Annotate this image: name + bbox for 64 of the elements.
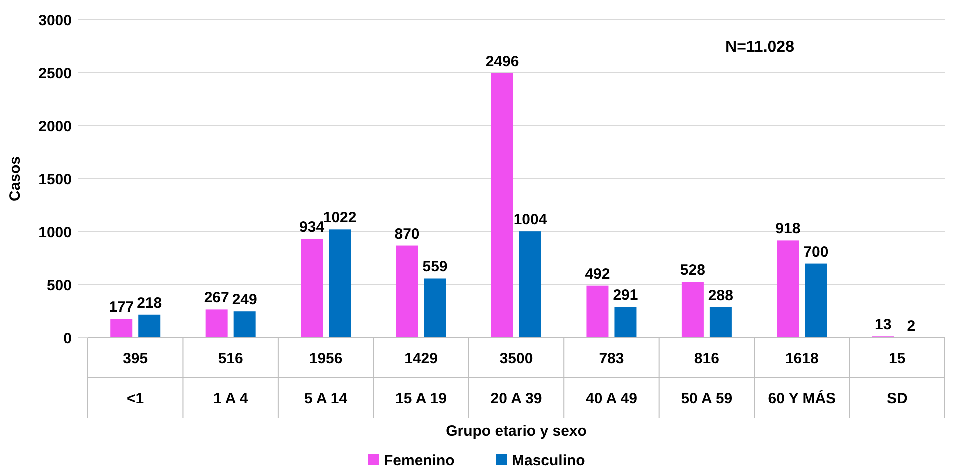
data-label: 2496: [486, 53, 520, 70]
data-label: 492: [585, 266, 610, 283]
data-label: 13: [875, 316, 892, 334]
x-tick-label: 60 Y MÁS: [768, 389, 836, 408]
total-label: 516: [218, 350, 244, 368]
x-tick-label: SD: [886, 390, 908, 408]
bar: [520, 232, 542, 338]
y-tick-label: 2000: [38, 118, 72, 136]
data-label: 1004: [514, 212, 548, 229]
bar: [206, 310, 228, 338]
y-tick-label: 1500: [38, 171, 72, 188]
bar: [682, 282, 704, 338]
x-tick-label: 15 A 19: [396, 390, 447, 408]
bar: [492, 73, 514, 338]
data-label: 918: [776, 220, 801, 238]
total-label: 1956: [309, 350, 343, 368]
x-tick-label: 20 A 39: [490, 390, 542, 408]
total-label: 15: [889, 350, 906, 368]
data-label: 288: [708, 287, 734, 304]
x-tick-label: 1 A 4: [213, 390, 249, 408]
y-tick-label: 2500: [38, 65, 72, 82]
data-label: 2: [907, 318, 916, 335]
data-label: 218: [137, 294, 162, 312]
data-label: 559: [422, 258, 448, 276]
total-label: 1429: [404, 350, 438, 368]
total-label: 3500: [500, 350, 534, 368]
total-label: 816: [694, 350, 720, 368]
bar: [329, 230, 352, 338]
y-tick-label: 500: [46, 277, 72, 294]
data-label: 528: [680, 262, 706, 280]
data-label: 1022: [323, 210, 357, 227]
total-label: 1618: [785, 350, 819, 368]
x-tick-label: 50 A 59: [681, 390, 733, 408]
annotation: N=11.028: [726, 39, 795, 56]
data-label: 934: [300, 218, 326, 236]
x-tick-label: 40 A 49: [586, 390, 638, 408]
x-tick-label: 5 A 14: [304, 390, 348, 408]
bar: [777, 240, 800, 338]
bar: [424, 278, 446, 338]
legend-label: Femenino: [384, 452, 455, 467]
bar: [234, 312, 256, 338]
bar: [586, 286, 609, 338]
total-label: 395: [123, 350, 148, 368]
bar: [396, 246, 418, 338]
data-label: 267: [204, 290, 230, 307]
total-label: 783: [599, 350, 624, 368]
data-label: 870: [394, 226, 420, 243]
data-label: 249: [232, 292, 258, 309]
bar: [138, 314, 161, 338]
bar: [301, 238, 324, 338]
data-label: 700: [804, 244, 829, 261]
x-tick-label: <1: [127, 390, 144, 408]
bar: [710, 307, 732, 338]
y-tick-label: 0: [64, 330, 72, 348]
bar: [614, 307, 637, 338]
y-tick-label: 3000: [38, 12, 72, 30]
data-label: 291: [613, 287, 638, 304]
x-axis-title: Grupo etario y sexo: [446, 423, 587, 440]
y-axis-title: Casos: [7, 156, 24, 202]
data-label: 177: [109, 299, 134, 316]
legend-label: Masculino: [512, 452, 586, 467]
y-tick-label: 1000: [38, 224, 72, 242]
bar: [805, 264, 828, 338]
bar: [110, 319, 133, 338]
